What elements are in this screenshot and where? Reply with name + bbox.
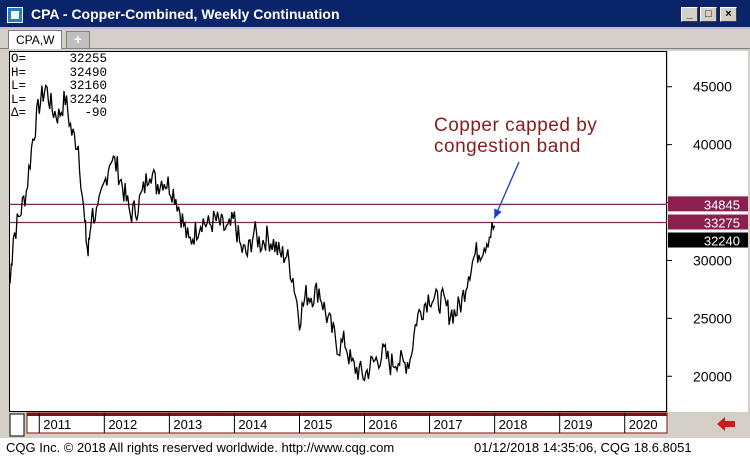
maximize-icon: □ <box>705 8 712 20</box>
y-tick-label-4: 40000 <box>693 137 732 153</box>
title-bar: CPA - Copper-Combined, Weekly Continuati… <box>0 0 750 29</box>
minimize-button[interactable]: _ <box>681 7 698 22</box>
last-value-label: 32240 <box>704 234 740 249</box>
band-lines <box>10 203 667 224</box>
x-tick-label-3: 2014 <box>238 417 267 432</box>
x-tick-label-5: 2016 <box>369 417 398 432</box>
x-tick-label-4: 2015 <box>303 417 332 432</box>
x-tick-label-0: 2011 <box>43 417 71 432</box>
last-value-box <box>668 232 748 248</box>
add-tab-button[interactable]: + <box>66 31 90 49</box>
price-axis-area[interactable] <box>668 51 748 412</box>
x-tick-label-8: 2019 <box>564 417 593 432</box>
ohlc-high: H= 32490 <box>11 65 107 80</box>
ohlc-low: L= 32160 <box>11 79 107 93</box>
band-label-box-1 <box>668 214 748 230</box>
annotation-text-1: congestion band <box>434 136 581 157</box>
y-tick-label-2: 30000 <box>693 252 732 268</box>
footer-timestamp: 01/12/2018 14:35:06, CQG 18.6.8051 <box>474 440 692 455</box>
price-axis-ticks: 200002500030000350004000045000 <box>667 79 732 384</box>
price-series-line <box>9 84 496 382</box>
scroll-left-arrow-icon[interactable] <box>717 417 735 431</box>
navigation-controls <box>9 413 735 437</box>
maximize-button[interactable]: □ <box>700 7 717 22</box>
annotation-arrow-head <box>494 208 502 219</box>
ohlc-last: L= 32240 <box>11 92 107 107</box>
ohlc-open: O= 32255 <box>11 52 107 66</box>
x-tick-label-7: 2018 <box>499 417 528 432</box>
band-label-box-0 <box>668 196 748 212</box>
y-tick-label-1: 25000 <box>693 310 732 326</box>
annotation-text-0: Copper capped by <box>434 115 597 136</box>
tab-cpa-weekly[interactable]: CPA,W <box>8 30 63 49</box>
ohlc-change: Δ= -90 <box>11 106 107 120</box>
x-tick-label-6: 2017 <box>434 417 463 432</box>
x-tick-label-9: 2020 <box>629 417 658 432</box>
x-tick-label-1: 2012 <box>108 417 137 432</box>
x-tick-label-2: 2013 <box>173 417 202 432</box>
scroll-thumb[interactable] <box>9 413 25 437</box>
ohlc-readout: O= 32255 H= 32490 L= 32160 L= 32240 Δ= -90 <box>11 52 107 121</box>
band-label-0: 34845 <box>704 197 740 212</box>
annotation-arrow-line <box>493 161 520 219</box>
band-labels: 34845 33275 32240 <box>668 196 748 249</box>
band-label-1: 33275 <box>704 216 740 231</box>
minimize-icon: _ <box>686 8 693 20</box>
footer-copyright: CQG Inc. © 2018 All rights reserved worl… <box>6 440 395 455</box>
plot-area[interactable] <box>9 51 667 412</box>
tab-bar: CPA,W + <box>0 29 750 49</box>
window-title: CPA - Copper-Combined, Weekly Continuati… <box>31 6 340 22</box>
y-tick-label-0: 20000 <box>693 368 732 384</box>
close-icon: × <box>725 8 732 20</box>
time-axis-bar <box>27 413 667 416</box>
y-tick-label-5: 45000 <box>693 79 732 95</box>
app-icon <box>7 7 23 23</box>
time-axis: 2011 2012 2013 2014 2015 2016 2017 2018 2019 2020 <box>26 412 668 434</box>
close-button[interactable]: × <box>720 7 737 22</box>
